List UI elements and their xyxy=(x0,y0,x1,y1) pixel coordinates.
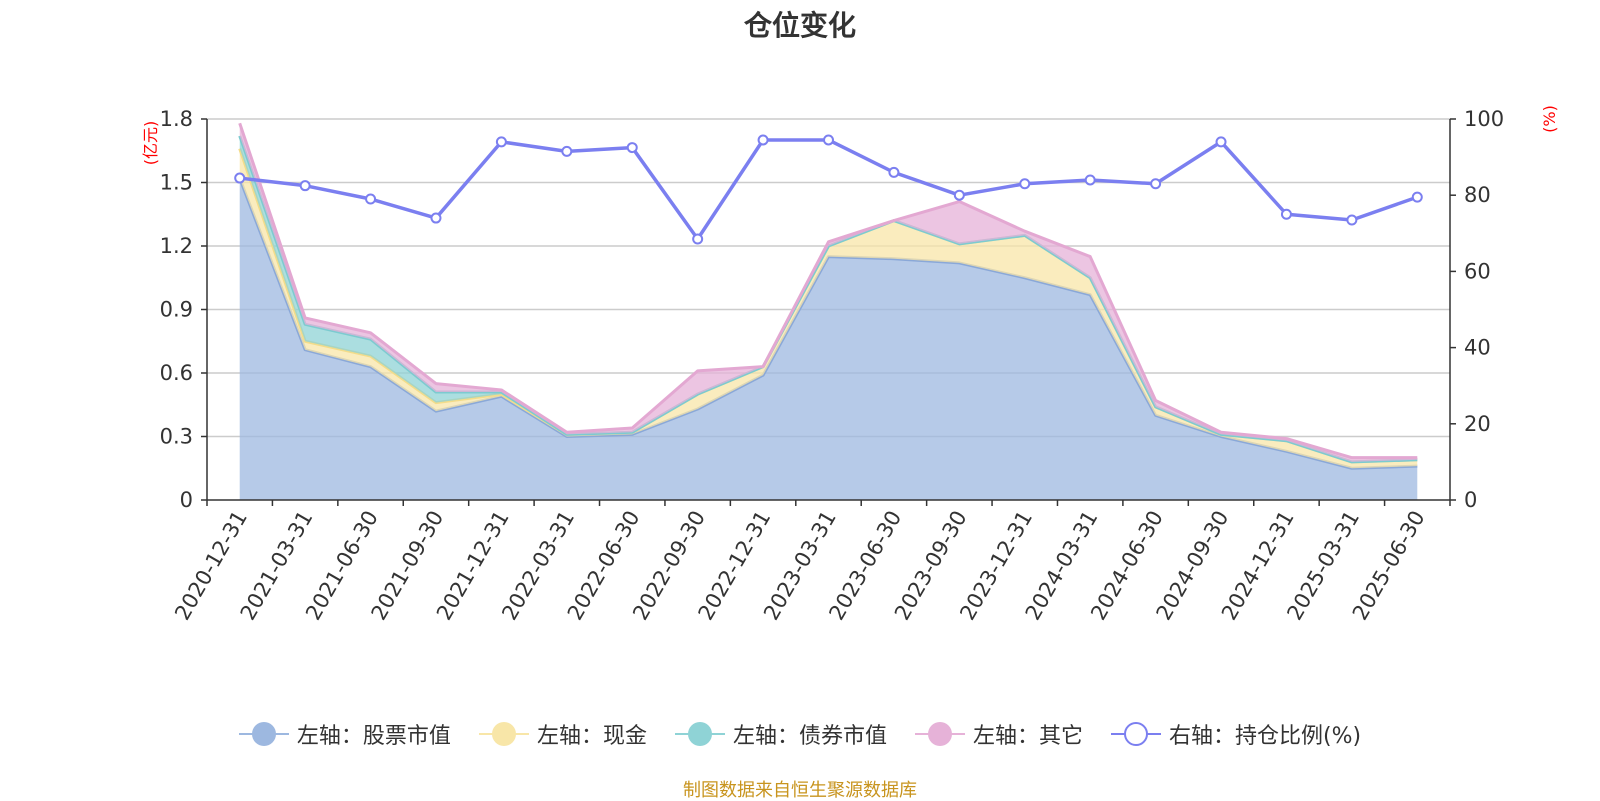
y-left-tick-label: 1.5 xyxy=(160,171,193,195)
y-right-unit: (%) xyxy=(1540,105,1559,133)
ratio-point xyxy=(1019,178,1031,190)
ratio-point xyxy=(823,134,834,146)
area-左轴：股票市值 xyxy=(239,178,1418,500)
y-left-tick-label: 0.6 xyxy=(160,361,193,385)
legend-dot-icon xyxy=(251,722,276,746)
ratio-line xyxy=(234,134,1423,245)
ratio-point xyxy=(430,212,442,224)
ratio-point xyxy=(1084,174,1096,186)
legend-dot-icon xyxy=(687,722,712,746)
area-edge-左轴：其它 xyxy=(238,122,1418,460)
stacked-areas xyxy=(238,122,1418,500)
y-left-tick-label: 0 xyxy=(180,488,193,512)
y-left-tick-label: 0.3 xyxy=(160,425,193,449)
y-left-tick-label: 0.9 xyxy=(160,298,193,322)
ratio-point xyxy=(888,166,900,178)
y-right-tick-label: 80 xyxy=(1464,183,1491,207)
ratio-point xyxy=(757,134,769,146)
legend-dot-icon xyxy=(491,722,516,746)
legend-dot-icon xyxy=(1123,722,1148,746)
legend-dot-icon xyxy=(927,722,952,746)
y-left-tick-label: 1.8 xyxy=(160,107,193,131)
line-右轴：持仓比例(%) xyxy=(239,138,1418,241)
y-right-tick-label: 0 xyxy=(1464,488,1477,512)
legend-label: 左轴：股票市值 xyxy=(296,724,451,749)
legend-label: 右轴：持仓比例(%) xyxy=(1168,724,1362,749)
y-right-tick-label: 60 xyxy=(1464,259,1491,283)
ratio-point xyxy=(1150,178,1162,190)
ratio-point xyxy=(1346,214,1358,226)
legend-item[interactable]: 右轴：持仓比例(%) xyxy=(1110,718,1362,750)
legend: 左轴：股票市值 左轴：现金 左轴：债券市值 左轴：其它 右轴：持仓比例(%) xyxy=(0,718,1600,750)
y-right-tick-label: 40 xyxy=(1464,336,1491,360)
legend-label: 左轴：现金 xyxy=(536,724,647,749)
legend-swatch-icon xyxy=(478,722,529,746)
ratio-point xyxy=(953,189,965,201)
y-right-tick-label: 100 xyxy=(1464,107,1504,131)
ratio-point xyxy=(1215,136,1227,148)
chart-title: 仓位变化 xyxy=(743,9,856,42)
ratio-point xyxy=(365,193,377,205)
y-right-tick-label: 20 xyxy=(1464,412,1491,436)
ratio-point xyxy=(299,180,311,192)
legend-swatch-icon xyxy=(914,722,965,746)
y-left-tick-label: 1.2 xyxy=(160,234,193,258)
legend-item[interactable]: 左轴：其它 xyxy=(914,718,1083,750)
ratio-point xyxy=(561,145,573,157)
ratio-point xyxy=(1280,208,1292,220)
y-left-unit: (亿元) xyxy=(141,121,160,166)
ratio-point xyxy=(692,233,704,245)
axes xyxy=(201,118,1456,506)
legend-label: 左轴：债券市值 xyxy=(732,724,887,749)
legend-label: 左轴：其它 xyxy=(972,724,1083,749)
ratio-point xyxy=(626,142,638,154)
legend-item[interactable]: 左轴：现金 xyxy=(478,718,647,750)
legend-item[interactable]: 左轴：股票市值 xyxy=(238,718,451,750)
source-note: 制图数据来自恒生聚源数据库 xyxy=(683,780,917,801)
ratio-point xyxy=(234,172,246,184)
legend-swatch-icon xyxy=(674,722,725,746)
legend-swatch-icon xyxy=(1110,722,1161,746)
legend-swatch-icon xyxy=(238,722,289,746)
ratio-point xyxy=(495,136,507,148)
legend-item[interactable]: 左轴：债券市值 xyxy=(674,718,887,750)
ratio-point xyxy=(1411,191,1423,203)
